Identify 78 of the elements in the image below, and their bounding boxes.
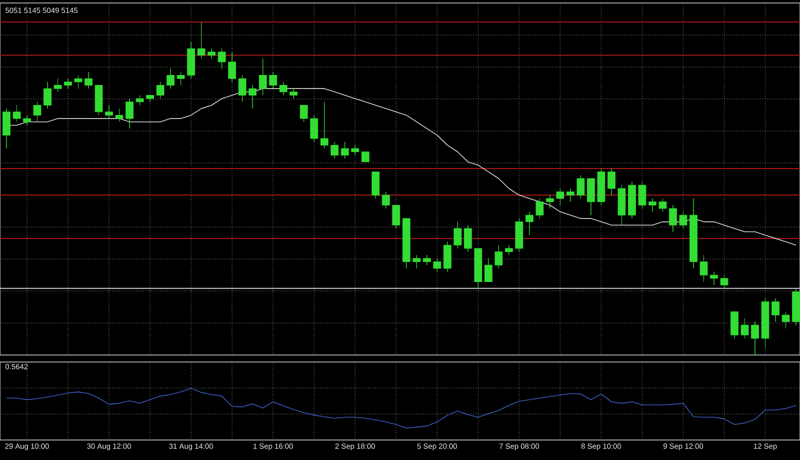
candlestick	[105, 104, 113, 119]
candlestick	[690, 198, 698, 269]
candlestick	[638, 182, 646, 209]
candlestick	[412, 254, 421, 269]
candlestick	[208, 48, 216, 59]
candlestick	[187, 42, 196, 79]
candlestick	[536, 198, 544, 219]
candlestick	[156, 82, 164, 99]
candlestick	[228, 52, 236, 82]
candlestick	[74, 75, 82, 89]
candlestick	[700, 254, 708, 282]
candlestick	[115, 108, 124, 122]
candlestick	[433, 258, 442, 272]
candlestick	[587, 178, 595, 216]
candlestick	[422, 254, 431, 266]
candlestick	[730, 311, 738, 339]
candlestick	[23, 114, 31, 126]
candlestick	[618, 184, 626, 226]
candlestick	[300, 104, 308, 122]
candlestick	[279, 82, 288, 96]
candlestick	[238, 75, 246, 102]
candlestick	[248, 85, 257, 109]
candlestick	[740, 318, 749, 339]
candlestick	[382, 192, 390, 209]
candlestick	[658, 198, 667, 212]
candlestick	[443, 242, 452, 272]
candlestick	[628, 182, 636, 219]
candlestick	[166, 68, 174, 89]
candlestick	[320, 102, 328, 149]
candlestick	[648, 198, 656, 212]
candlestick	[576, 174, 585, 199]
candlestick	[474, 248, 482, 289]
candlestick	[290, 88, 298, 99]
candlestick	[340, 142, 349, 159]
candlestick	[546, 194, 554, 209]
candlestick	[525, 212, 534, 236]
candlestick	[12, 104, 21, 122]
candlestick	[372, 172, 380, 199]
candlestick	[64, 78, 72, 89]
candlestick	[720, 274, 728, 289]
candlestick	[782, 311, 790, 329]
candlestick	[792, 288, 800, 326]
candlestick	[504, 244, 513, 256]
candlestick	[761, 298, 770, 349]
candlestick	[566, 188, 574, 202]
candlestick	[269, 72, 278, 89]
candlestick	[772, 298, 780, 322]
candlestick	[54, 78, 62, 92]
candlestick	[494, 244, 503, 269]
candlestick	[464, 224, 472, 252]
candlestick	[556, 188, 564, 206]
candlestick	[2, 108, 10, 149]
candlestick	[146, 94, 154, 102]
candlestick	[679, 212, 688, 229]
candlestick	[361, 152, 370, 162]
candlestick	[454, 222, 462, 249]
candlestick	[94, 85, 103, 116]
candlestick	[126, 98, 134, 129]
candlestick	[218, 48, 226, 69]
candlestick	[669, 204, 677, 232]
candlestick	[515, 218, 524, 252]
candlestick	[351, 144, 360, 156]
candlestick	[258, 58, 267, 96]
candlestick	[597, 168, 606, 206]
candlestick	[33, 102, 42, 122]
candlestick	[176, 72, 185, 86]
candlestick	[608, 168, 616, 196]
candlestick	[136, 94, 144, 106]
candlestick	[710, 271, 718, 286]
candlestick	[402, 218, 410, 269]
candlestick	[484, 258, 492, 282]
candlestick	[197, 22, 206, 59]
candlestick	[330, 142, 339, 159]
candlestick	[751, 321, 759, 356]
candlestick	[84, 72, 92, 89]
candlestick	[392, 204, 400, 229]
candlestick	[310, 114, 318, 142]
candlestick	[44, 82, 52, 109]
